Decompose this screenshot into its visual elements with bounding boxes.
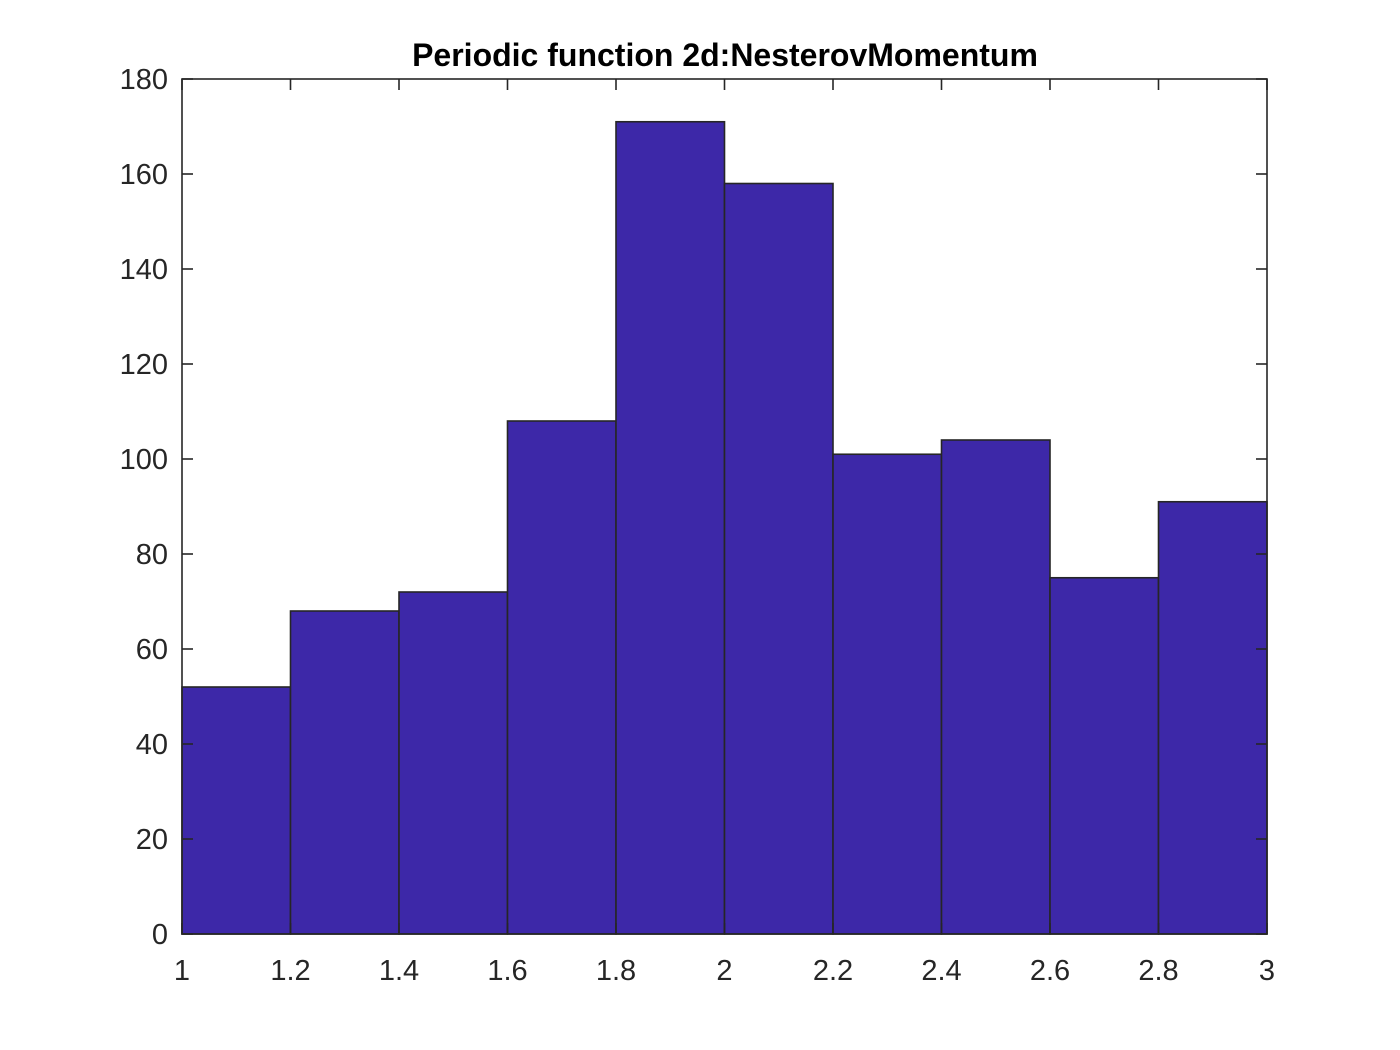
x-tick-label: 2.6: [1030, 955, 1070, 987]
x-tick-label: 2.2: [813, 955, 853, 987]
x-tick-label: 1.6: [487, 955, 527, 987]
y-tick-label: 120: [120, 349, 168, 381]
histogram-bar: [832, 453, 943, 935]
y-tick-label: 100: [120, 444, 168, 476]
x-axis-ticks: 1 1.2 1.4 1.6 1.8 2 2.2 2.4 2.6 2.8 3: [174, 79, 1275, 987]
y-tick-label: 80: [136, 539, 168, 571]
histogram-bar: [1157, 500, 1268, 935]
y-tick-label: 160: [120, 159, 168, 191]
x-tick-label: 2.8: [1138, 955, 1178, 987]
histogram-bar: [289, 610, 400, 935]
y-tick-label: 60: [136, 634, 168, 666]
x-tick-label: 2: [716, 955, 732, 987]
y-tick-label: 40: [136, 729, 168, 761]
histogram-bar: [940, 439, 1051, 935]
histogram-bar: [1049, 576, 1160, 935]
x-tick-label: 1.8: [596, 955, 636, 987]
histogram-bar: [398, 591, 509, 935]
y-tick-label: 180: [120, 64, 168, 96]
x-tick-label: 2.4: [921, 955, 961, 987]
y-tick-label: 20: [136, 824, 168, 856]
histogram-bar: [615, 120, 726, 935]
y-tick-label: 0: [152, 919, 168, 951]
x-tick-label: 1.2: [270, 955, 310, 987]
y-axis-ticks: 0 20 40 60 80 100 120 140 160 180: [120, 64, 1267, 951]
histogram-bar: [506, 420, 617, 935]
x-tick-label: 3: [1259, 955, 1275, 987]
x-tick-label: 1.4: [379, 955, 419, 987]
histogram-bar: [723, 182, 834, 935]
x-tick-label: 1: [174, 955, 190, 987]
chart-title: Periodic function 2d:NesterovMomentum: [412, 37, 1038, 73]
bars-group: [181, 120, 1268, 935]
y-tick-label: 140: [120, 254, 168, 286]
histogram-bar: [181, 686, 292, 935]
